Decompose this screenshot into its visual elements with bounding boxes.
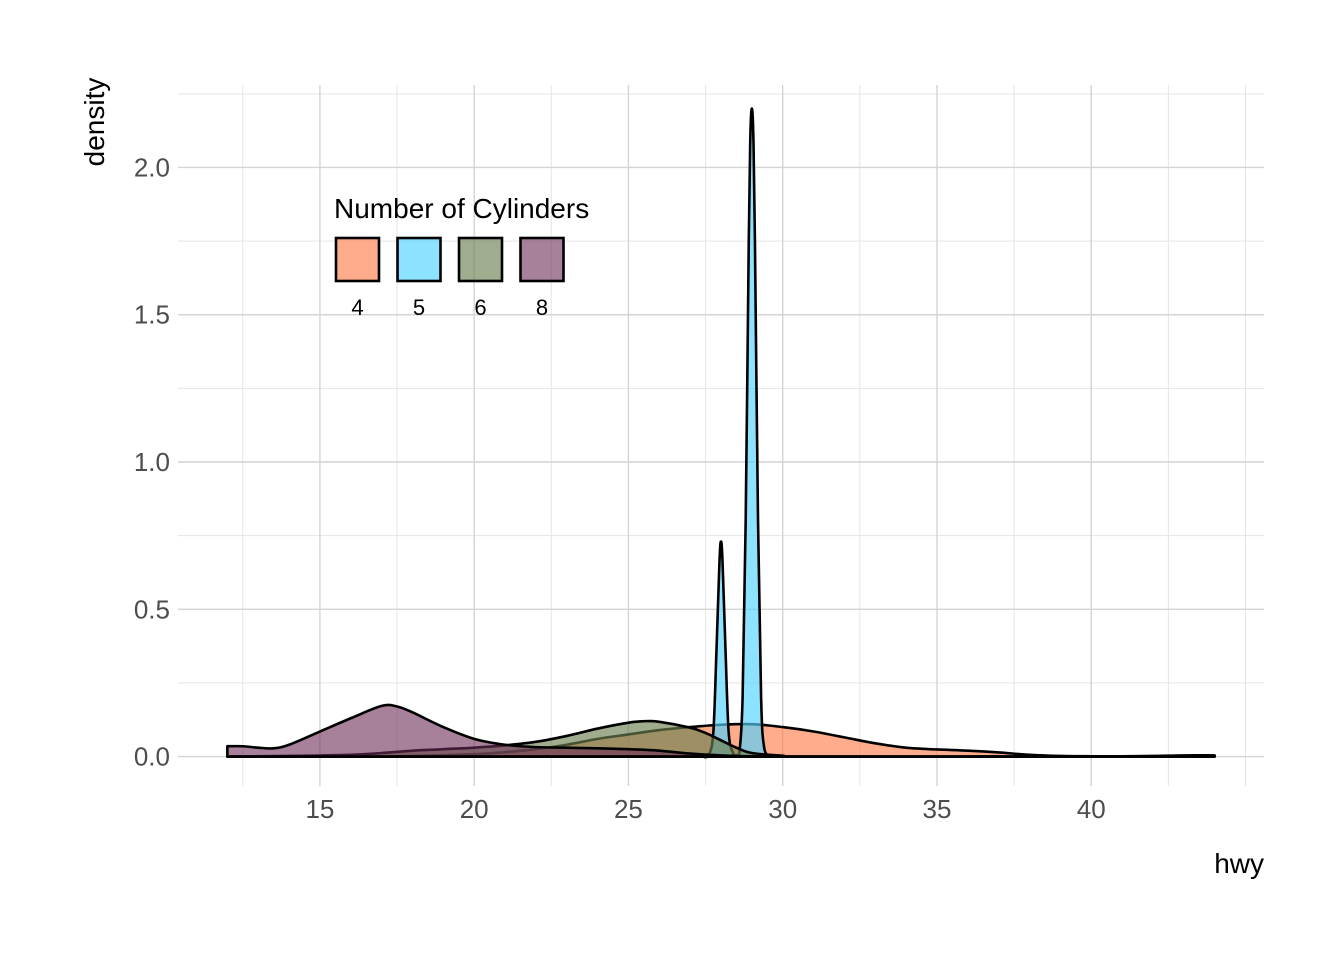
x-tick-label: 30: [768, 794, 797, 824]
y-tick-label: 0.0: [134, 742, 170, 772]
legend-title: Number of Cylinders: [334, 193, 589, 224]
legend-key-6: [457, 236, 504, 283]
y-tick-label: 0.5: [134, 594, 170, 624]
y-tick-label: 2.0: [134, 152, 170, 182]
x-tick-label: 35: [923, 794, 952, 824]
x-tick-label: 15: [305, 794, 334, 824]
y-axis-ticks: 0.0 0.5 1.0 1.5 2.0: [134, 152, 170, 771]
major-gridlines: [178, 85, 1264, 786]
density-areas: [226, 107, 1216, 759]
legend-label-8: 8: [536, 295, 548, 320]
legend-key-5: [396, 236, 442, 283]
legend-key-4: [334, 236, 381, 283]
x-tick-label: 25: [614, 794, 643, 824]
y-axis-title: density: [79, 78, 110, 167]
density-area-8: [226, 703, 1216, 758]
legend-label-4: 4: [351, 295, 363, 320]
legend-label-5: 5: [413, 295, 425, 320]
legend-key-8: [519, 236, 565, 283]
legend-label-6: 6: [474, 295, 486, 320]
y-tick-label: 1.5: [134, 300, 170, 330]
y-tick-label: 1.0: [134, 447, 170, 477]
x-tick-label: 20: [460, 794, 489, 824]
legend: Number of Cylinders 4 5 6 8: [334, 193, 589, 320]
x-axis-title: hwy: [1214, 848, 1264, 879]
x-axis-ticks: 15 20 25 30 35 40: [305, 794, 1105, 824]
density-area-5: [701, 107, 772, 759]
x-tick-label: 40: [1077, 794, 1106, 824]
